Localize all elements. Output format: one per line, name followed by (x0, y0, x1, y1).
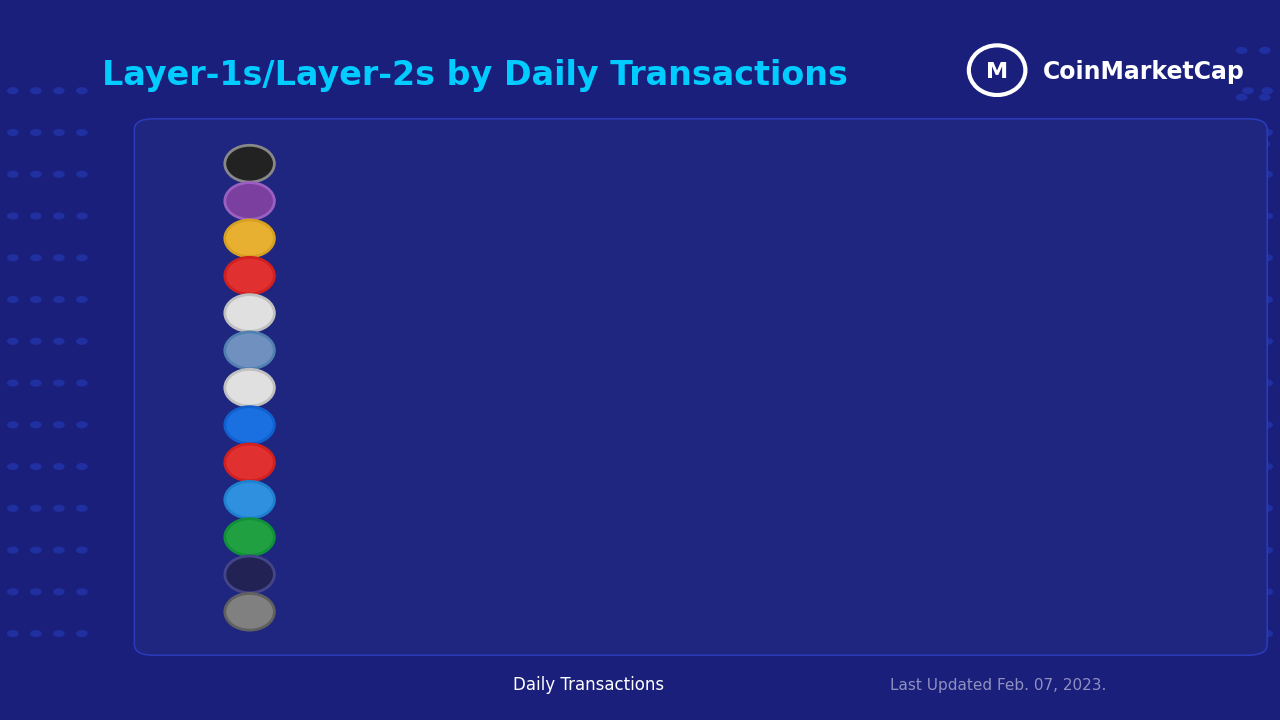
Text: 2.9M: 2.9M (447, 193, 486, 208)
Text: 1.7M: 1.7M (393, 267, 434, 282)
Text: CoinMarketCap: CoinMarketCap (1043, 60, 1245, 84)
Circle shape (225, 518, 274, 555)
Circle shape (225, 556, 274, 593)
Text: 175.9K: 175.9K (326, 454, 384, 469)
Text: 66.2K: 66.2K (321, 566, 369, 581)
Bar (314, 189, 440, 211)
Circle shape (225, 220, 274, 257)
Bar (314, 302, 362, 323)
Bar (314, 451, 321, 472)
Text: Daily Transactions: Daily Transactions (513, 677, 664, 694)
Circle shape (225, 294, 274, 331)
Bar (314, 264, 388, 286)
Circle shape (225, 482, 274, 518)
Circle shape (225, 145, 274, 182)
Circle shape (225, 593, 274, 630)
Bar (314, 600, 316, 622)
Text: M: M (986, 63, 1009, 82)
Text: 67.3K: 67.3K (321, 529, 369, 544)
Text: 390.9K: 390.9K (337, 417, 394, 432)
Text: 18.9M: 18.9M (1148, 156, 1199, 171)
Bar (314, 563, 316, 585)
Bar (314, 152, 1143, 174)
Text: 748.9K: 748.9K (352, 342, 410, 357)
Circle shape (225, 183, 274, 220)
Bar (314, 526, 316, 547)
Text: 447.0K: 447.0K (338, 379, 396, 395)
Text: Layer-1s/Layer-2s by Daily Transactions: Layer-1s/Layer-2s by Daily Transactions (102, 59, 849, 92)
Bar (314, 488, 317, 510)
Text: 2.9M: 2.9M (447, 230, 486, 245)
Circle shape (225, 444, 274, 481)
Circle shape (225, 369, 274, 406)
Bar (314, 413, 330, 435)
Text: 1.1M: 1.1M (367, 305, 408, 320)
Text: Last Updated Feb. 07, 2023.: Last Updated Feb. 07, 2023. (890, 678, 1107, 693)
Bar (314, 376, 333, 398)
Bar (314, 339, 347, 361)
Text: 45.8K: 45.8K (321, 603, 369, 618)
Circle shape (225, 332, 274, 369)
Text: 76.4K: 76.4K (323, 492, 370, 507)
Circle shape (225, 407, 274, 444)
Bar (314, 227, 440, 248)
Circle shape (225, 257, 274, 294)
